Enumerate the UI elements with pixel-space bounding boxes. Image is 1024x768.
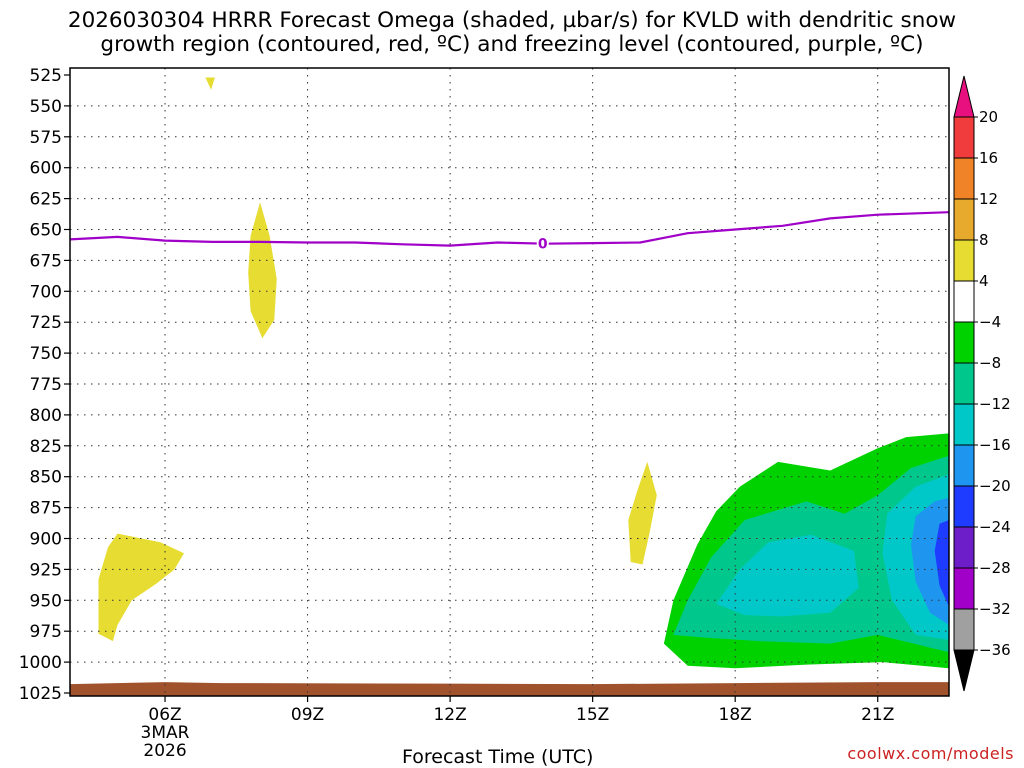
y-tick-label-575: 575	[30, 128, 62, 148]
chart-title-line1: 2026030304 HRRR Forecast Omega (shaded, …	[67, 8, 957, 33]
colorbar-label-13: −36	[979, 641, 1011, 659]
y-tick-label-850: 850	[30, 468, 62, 488]
y-tick-label-1025: 1025	[19, 684, 62, 704]
freezing-level-label-bg	[536, 234, 549, 252]
y-tick-label-600: 600	[30, 159, 62, 179]
x-axis-label: Forecast Time (UTC)	[402, 746, 594, 768]
y-tick-label-650: 650	[30, 221, 62, 241]
colorbar-bin-6	[953, 362, 975, 405]
terrain-layer	[70, 682, 949, 696]
colorbar-bottom-arrow	[953, 649, 975, 692]
x-tick-label-09Z: 09Z	[291, 705, 324, 725]
omega-shading-layer	[98, 77, 949, 669]
y-tick-label-625: 625	[30, 190, 62, 210]
y-tick-label-675: 675	[30, 251, 62, 271]
x-tick-label-06Z: 06Z	[148, 705, 181, 725]
x-tick-date-month: 3MAR	[141, 723, 190, 743]
colorbar-label-3: 8	[979, 231, 989, 249]
colorbar-label-11: −28	[979, 559, 1011, 577]
colorbar-bin-0	[953, 116, 975, 159]
colorbar-bin-5	[953, 321, 975, 364]
colorbar-label-2: 12	[979, 190, 998, 208]
omega-region-3	[628, 461, 657, 565]
colorbar-bin-2	[953, 198, 975, 241]
y-tick-label-525: 525	[30, 66, 62, 86]
freezing-level-line	[69, 211, 950, 247]
chart-title-line2: growth region (contoured, red, ºC) and f…	[100, 32, 924, 57]
colorbar-top-arrow	[953, 75, 975, 118]
omega-region-0	[98, 533, 184, 642]
colorbar-bin-4	[953, 280, 975, 323]
axis-layer: 525 550 575 600 625 650 675 700 725 750 775 800 825 8…	[19, 66, 895, 761]
omega-region-1	[205, 77, 215, 90]
y-tick-label-725: 725	[30, 313, 62, 333]
colorbar-label-6: −8	[979, 354, 1001, 372]
colorbar-label-9: −20	[979, 477, 1011, 495]
y-tick-label-900: 900	[30, 530, 62, 550]
y-tick-label-1000: 1000	[19, 653, 62, 673]
colorbar: 20 16 12 8 4 −4 −8 −12 −16 −20 −24 −28 −32 −36	[953, 75, 1011, 692]
omega-region-2	[248, 202, 277, 339]
colorbar-label-10: −24	[979, 518, 1011, 536]
y-tick-label-750: 750	[30, 344, 62, 364]
colorbar-label-4: 4	[979, 272, 989, 290]
freezing-level-layer: 0	[69, 211, 950, 253]
x-tick-label-21Z: 21Z	[861, 705, 894, 725]
colorbar-label-7: −12	[979, 395, 1011, 413]
colorbar-label-1: 16	[979, 149, 998, 167]
plot-frame	[69, 67, 950, 697]
omega-region-6	[716, 534, 859, 617]
y-tick-label-950: 950	[30, 591, 62, 611]
y-tick-label-775: 775	[30, 375, 62, 395]
colorbar-bin-9	[953, 485, 975, 528]
colorbar-bin-1	[953, 157, 975, 200]
colorbar-label-5: −4	[979, 313, 1001, 331]
colorbar-bin-7	[953, 403, 975, 446]
colorbar-bin-11	[953, 567, 975, 610]
y-tick-label-800: 800	[30, 406, 62, 426]
colorbar-bin-3	[953, 239, 975, 282]
y-tick-label-550: 550	[30, 97, 62, 117]
colorbar-label-0: 20	[979, 108, 998, 126]
x-tick-label-12Z: 12Z	[433, 705, 466, 725]
colorbar-bin-8	[953, 444, 975, 487]
colorbar-label-8: −16	[979, 436, 1011, 454]
y-tick-label-975: 975	[30, 622, 62, 642]
credit-link[interactable]: coolwx.com/models	[847, 744, 1014, 763]
colorbar-label-12: −32	[979, 600, 1011, 618]
omega-region-9	[934, 520, 949, 607]
colorbar-bin-12	[953, 608, 975, 651]
y-tick-label-825: 825	[30, 437, 62, 457]
y-tick-label-925: 925	[30, 560, 62, 580]
freezing-level-label: 0	[538, 237, 548, 253]
y-tick-label-700: 700	[30, 282, 62, 302]
colorbar-bin-10	[953, 526, 975, 569]
x-tick-label-15Z: 15Z	[576, 705, 609, 725]
terrain-strip	[70, 682, 949, 696]
y-tick-label-875: 875	[30, 499, 62, 519]
x-tick-date-year: 2026	[143, 741, 186, 761]
x-tick-label-18Z: 18Z	[719, 705, 752, 725]
